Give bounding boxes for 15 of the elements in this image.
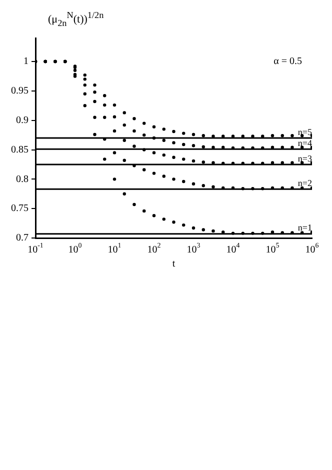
y-tick-label: 1 — [24, 56, 28, 68]
y-tick-label: 0.9 — [16, 114, 28, 126]
y-tick-label: 0.75 — [11, 203, 28, 214]
annotation: n=4 — [298, 138, 312, 148]
x-axis-title: t — [172, 258, 176, 270]
annotation: n=2 — [298, 178, 312, 188]
y-tick-label: 0.95 — [11, 86, 28, 97]
annotation: α = 0.5 — [274, 56, 302, 68]
y-tick-label: 0.7 — [16, 232, 28, 244]
annotation: n=3 — [298, 153, 312, 164]
y-tick-label: 0.85 — [11, 144, 28, 156]
y-axis-title: (μ$_{2n}$$^{N}$(t))$^{1/2n}$ — [48, 10, 104, 28]
annotation: n=1 — [298, 222, 312, 233]
annotation: n=5 — [298, 126, 312, 137]
y-tick-label: 0.8 — [16, 174, 28, 185]
